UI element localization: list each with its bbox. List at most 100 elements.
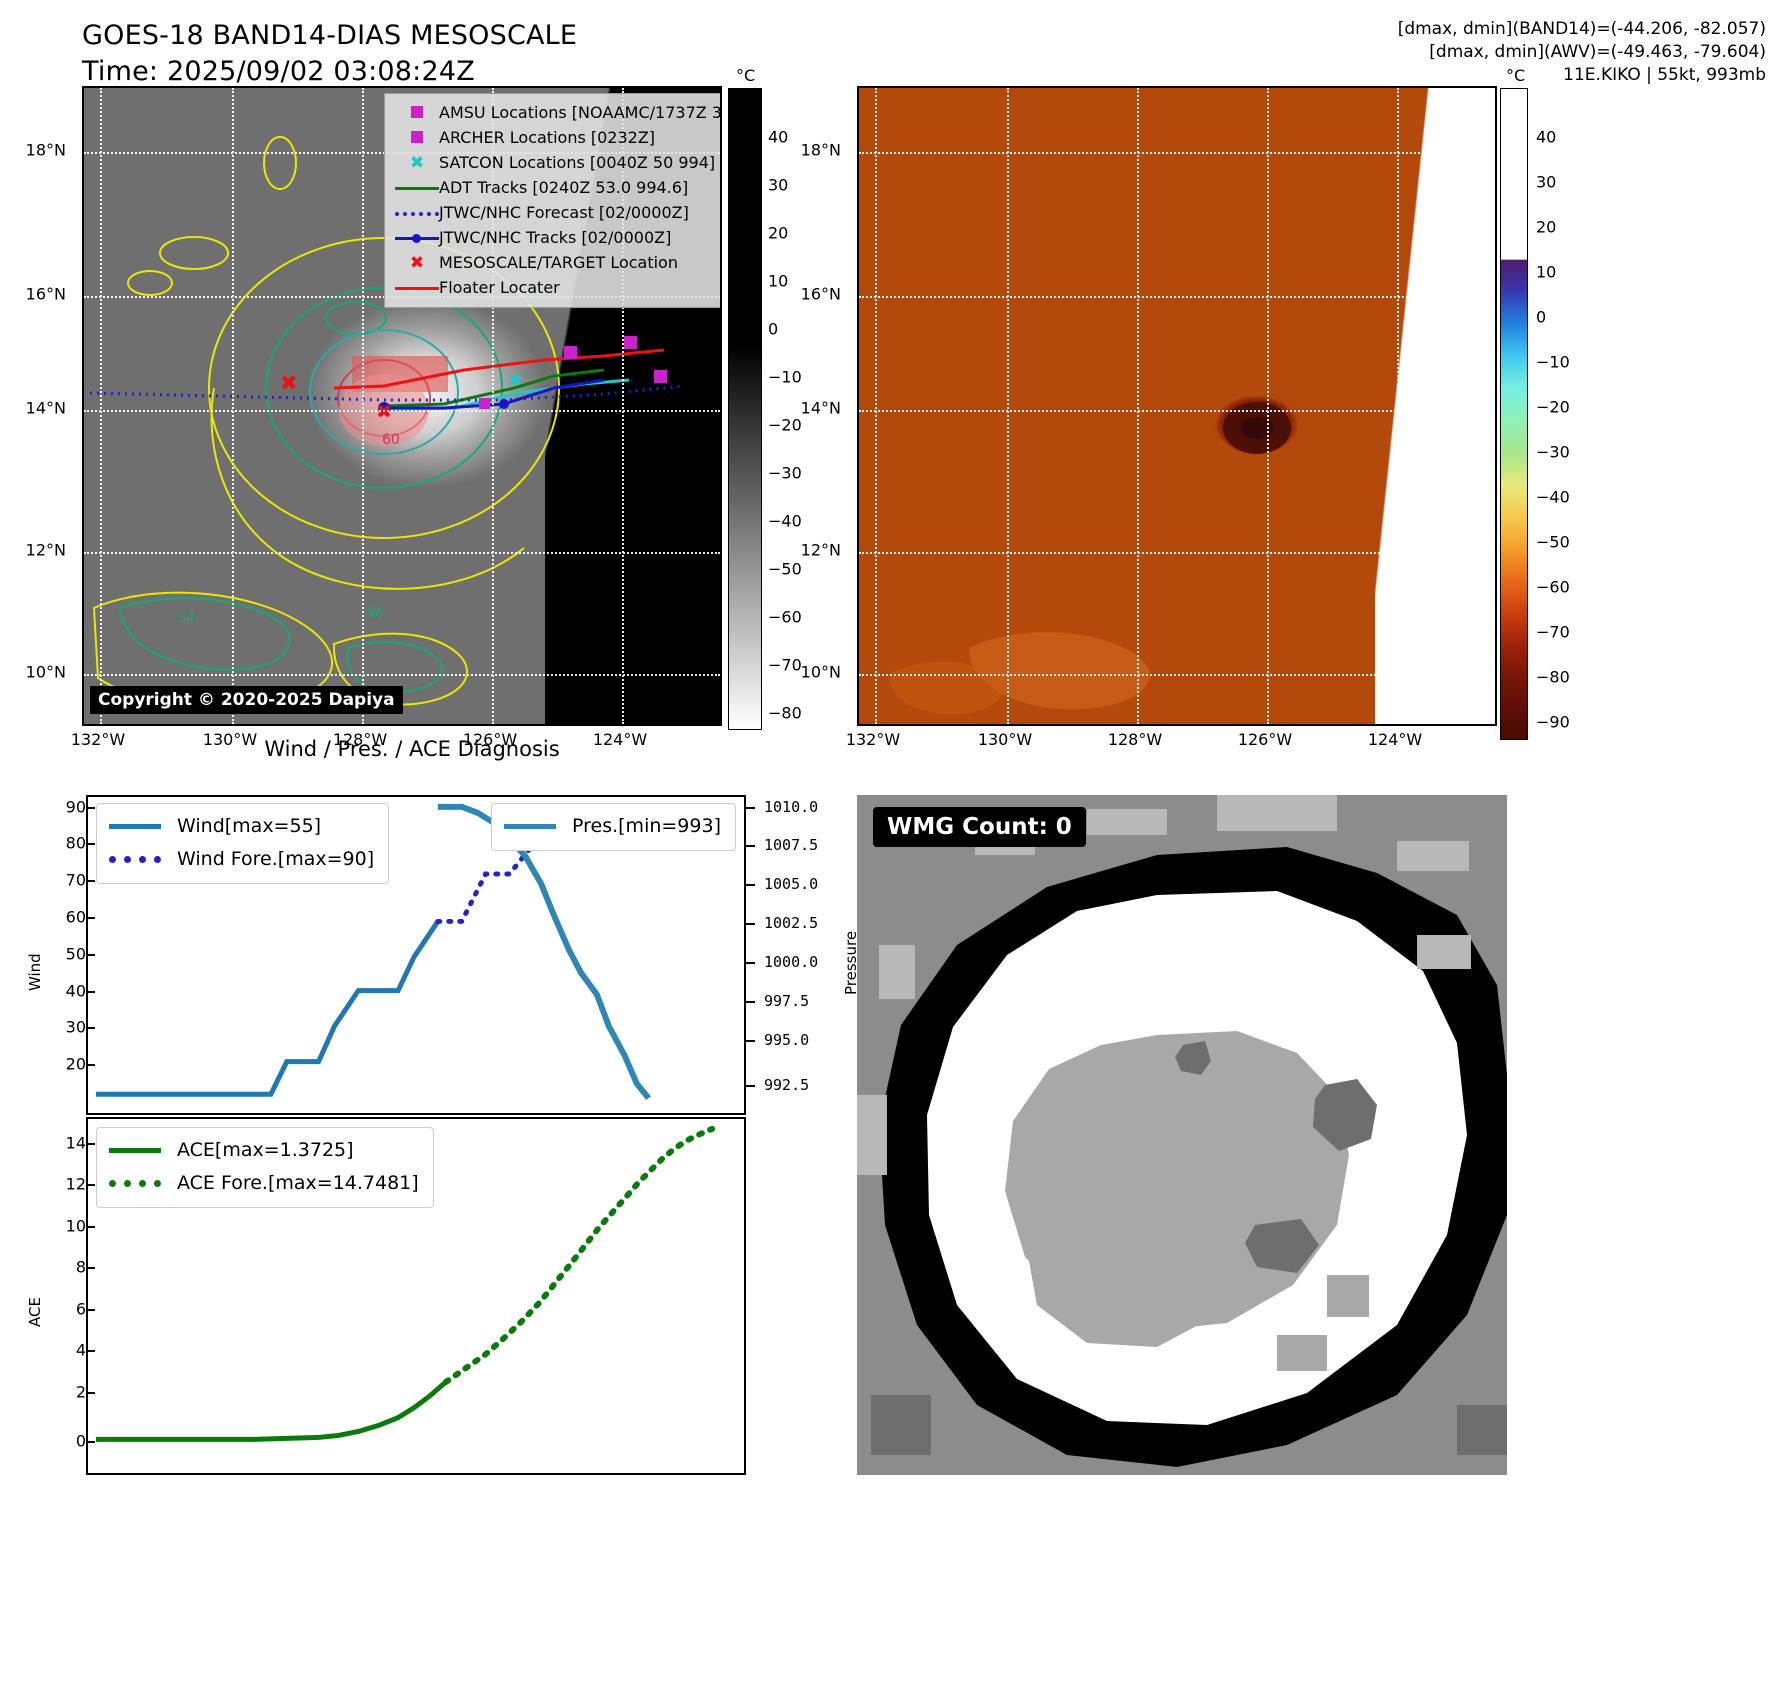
pressure-line	[437, 803, 651, 1101]
wind-observed-line	[95, 920, 440, 1097]
diagnosis-title: Wind / Pres. / ACE Diagnosis	[264, 737, 560, 761]
wind-axis-label: Wind	[26, 953, 44, 991]
ir-satellite-panel[interactable]: 51 54 56 60 ✖ ✖ ✖	[82, 86, 722, 726]
wind-y-tickmarks	[86, 795, 98, 1115]
ace-chart[interactable]: ACE[max=1.3725] ACE Fore.[max=14.7481]	[86, 1117, 746, 1475]
wind-pressure-chart[interactable]: Wind[max=55] Wind Fore.[max=90] Pres.[mi…	[86, 795, 746, 1115]
wind-forecast-dotted-icon	[109, 844, 175, 875]
awv-cb-tick: −10	[1536, 352, 1570, 372]
legend-row-adt: ADT Tracks [0240Z 53.0 994.6]	[395, 175, 720, 200]
ir-cb-tick: −40	[768, 511, 802, 531]
awv-lat-axis: 18°N 16°N 14°N 12°N 10°N	[775, 86, 849, 726]
floater-line-icon	[395, 275, 439, 300]
page-title: GOES-18 BAND14-DIAS MESOSCALE Time: 2025…	[82, 18, 577, 90]
wind-legend-row: Wind[max=55]	[109, 811, 374, 842]
contour-label: 60	[382, 432, 400, 448]
awv-colorbar-unit: °C	[1506, 66, 1526, 85]
lat-tick: 12°N	[25, 540, 66, 560]
pressure-legend[interactable]: Pres.[min=993]	[491, 803, 736, 851]
stat-awv: [dmax, dmin](AWV)=(-49.463, -79.604)	[1429, 42, 1766, 62]
ir-contour-overlay: 51 54 56 60 ✖ ✖ ✖	[89, 136, 685, 707]
lon-tick: 130°W	[977, 730, 1033, 749]
wind-legend[interactable]: Wind[max=55] Wind Fore.[max=90]	[96, 803, 390, 884]
stats-readout: [dmax, dmin](BAND14)=(-44.206, -82.057) …	[1398, 18, 1766, 87]
ace-ytick: 14	[65, 1133, 86, 1153]
adt-line-icon	[395, 175, 439, 200]
wind-ytick: 20	[65, 1054, 86, 1074]
ir-cb-tick: −70	[768, 655, 802, 675]
mesoscale-x-icon: ✖	[409, 253, 425, 273]
awv-cb-tick: −80	[1536, 667, 1570, 687]
pressure-ytick: 995.0	[764, 1031, 810, 1049]
ace-plot-lines	[95, 1125, 716, 1442]
legend-label: Pres.[min=993]	[572, 815, 721, 837]
lat-tick: 10°N	[800, 662, 841, 682]
target-marker: ✖	[376, 401, 392, 423]
pressure-ytick: 1005.0	[764, 875, 819, 893]
ir-cb-tick: −50	[768, 559, 802, 579]
wmg-panel[interactable]: WMG Count: 0	[857, 795, 1507, 1475]
legend-label: MESOSCALE/TARGET Location	[439, 253, 678, 272]
ace-ytick: 4	[75, 1340, 86, 1360]
awv-cb-tick: −20	[1536, 397, 1570, 417]
ace-legend[interactable]: ACE[max=1.3725] ACE Fore.[max=14.7481]	[96, 1127, 434, 1208]
lon-tick: 128°W	[332, 730, 388, 749]
legend-label: AMSU Locations [NOAAMC/1737Z 32 1006]	[439, 103, 722, 122]
lon-tick: 126°W	[1237, 730, 1293, 749]
ir-lon-axis: 132°W 130°W 128°W 126°W 124°W	[71, 730, 722, 758]
awv-cb-tick: 20	[1536, 217, 1557, 237]
ace-ytick: 2	[75, 1382, 86, 1402]
ir-cb-tick: −60	[768, 607, 802, 627]
lon-tick: 130°W	[202, 730, 258, 749]
ir-colorbar-gradient	[728, 88, 762, 730]
ace-ytick: 10	[65, 1216, 86, 1236]
amsu-square-icon	[395, 100, 439, 125]
ir-colorbar[interactable]: °C 40 30 20 10 0 −10 −20 −30 −40 −50 −60…	[726, 60, 846, 740]
wind-ytick: 90	[65, 797, 86, 817]
awv-satellite-panel[interactable]	[857, 86, 1497, 726]
wind-ytick: 80	[65, 833, 86, 853]
pressure-ytick: 992.5	[764, 1076, 810, 1094]
legend-row-mesoscale: ✖ MESOSCALE/TARGET Location	[395, 250, 720, 275]
lat-tick: 12°N	[800, 540, 841, 560]
awv-cb-tick: −50	[1536, 532, 1570, 552]
ace-observed-line	[95, 1380, 448, 1442]
pressure-ytick: 1000.0	[764, 953, 819, 971]
lat-tick: 14°N	[25, 398, 66, 418]
lon-tick: 124°W	[592, 730, 648, 749]
lon-tick: 126°W	[462, 730, 518, 749]
awv-cb-tick: 30	[1536, 172, 1557, 192]
ace-ytick: 6	[75, 1299, 86, 1319]
ir-cb-tick: 10	[768, 271, 789, 291]
wind-ytick: 70	[65, 870, 86, 890]
ir-cb-tick: 40	[768, 127, 789, 147]
legend-label: JTWC/NHC Forecast [02/0000Z]	[439, 203, 689, 222]
ir-cb-tick: 30	[768, 175, 789, 195]
legend-label: Wind Fore.[max=90]	[177, 848, 375, 870]
satcon-marker: ✖	[508, 371, 522, 391]
legend-label: ACE[max=1.3725]	[177, 1139, 354, 1161]
contour-label: 54	[177, 610, 195, 626]
legend-label: ARCHER Locations [0232Z]	[439, 128, 656, 147]
lat-tick: 18°N	[800, 140, 841, 160]
ace-legend-row: ACE[max=1.3725]	[109, 1135, 419, 1166]
ace-y-tickmarks	[86, 1117, 98, 1475]
ace-forecast-legend-row: ACE Fore.[max=14.7481]	[109, 1168, 419, 1199]
pressure-ytick: 1002.5	[764, 914, 819, 932]
wind-ytick: 50	[65, 944, 86, 964]
track-lines: ✖ ✖ ✖	[89, 336, 685, 423]
awv-cb-tick: 40	[1536, 127, 1557, 147]
stat-storm-id: 11E.KIKO | 55kt, 993mb	[1563, 65, 1766, 85]
ace-ytick: 0	[75, 1431, 86, 1451]
lat-tick: 16°N	[25, 284, 66, 304]
ir-legend[interactable]: AMSU Locations [NOAAMC/1737Z 32 1006] AR…	[384, 93, 722, 308]
legend-label: Floater Locater	[439, 278, 560, 297]
awv-colorbar[interactable]: °C 40 30 20 10 0 −10 −20 −30 −40 −50 −60…	[1500, 60, 1630, 740]
wind-ytick: 30	[65, 1017, 86, 1037]
title-main: GOES-18 BAND14-DIAS MESOSCALE	[82, 20, 578, 51]
ir-lat-axis: 18°N 16°N 14°N 12°N 10°N	[0, 86, 74, 726]
legend-row-floater: Floater Locater	[395, 275, 720, 300]
legend-label: SATCON Locations [0040Z 50 994]	[439, 153, 716, 172]
legend-row-jtwc-tracks: JTWC/NHC Tracks [02/0000Z]	[395, 225, 720, 250]
legend-row-forecast: JTWC/NHC Forecast [02/0000Z]	[395, 200, 720, 225]
